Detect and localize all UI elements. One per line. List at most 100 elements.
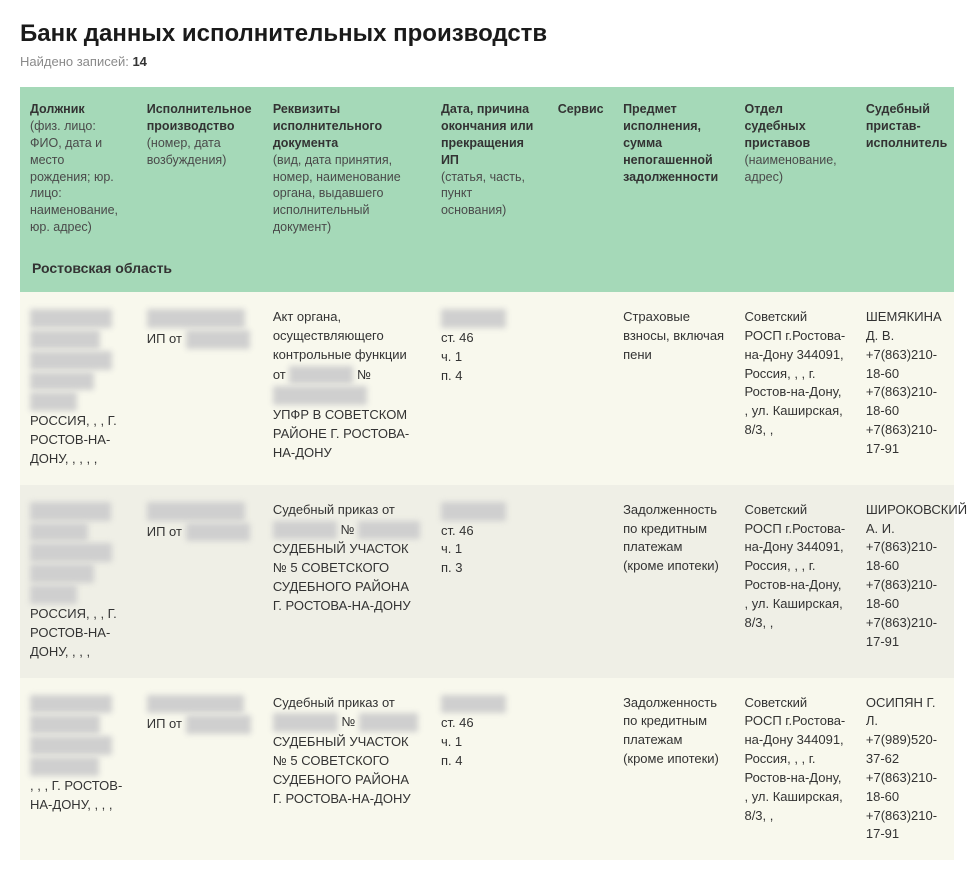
col-end: Дата, причина окончания или прекращения …	[431, 87, 548, 250]
cell-proceeding: 50849/21/61082- ИП от 02.11.2021	[137, 292, 263, 485]
redacted-text: 02.11.2021	[186, 330, 250, 349]
col-department: Отдел судебных приставов (наименование, …	[734, 87, 855, 250]
col-proceeding-main: Исполнительное производство	[147, 101, 253, 135]
end-reason-line: ч. 1	[441, 734, 462, 749]
document-issuer: УПФР В СОВЕТСКОМ РАЙОНЕ Г. РОСТОВА-НА-ДО…	[273, 407, 409, 460]
col-proceeding: Исполнительное производство (номер, дата…	[137, 87, 263, 250]
end-reason-line: п. 4	[441, 368, 463, 383]
redacted-text: АА 58/18/61082-	[147, 695, 245, 714]
redacted-text: 5-1460/16	[359, 713, 418, 732]
document-number-label: №	[342, 714, 360, 729]
bailiff-phone: +7(863)210-18-60	[866, 539, 937, 573]
redacted-text: 26.12.2016	[273, 713, 338, 732]
end-reason-line: ст. 46	[441, 330, 474, 345]
redacted-text: СЕ.06.1981	[30, 757, 99, 776]
end-reason-line: п. 3	[441, 560, 463, 575]
region-name: Ростовская область	[20, 250, 954, 292]
redacted-text: 76691/19/61082-	[147, 502, 245, 521]
found-records: Найдено записей: 14	[20, 54, 954, 69]
end-reason-line: ст. 46	[441, 715, 474, 730]
cell-department: Советский РОСП г.Ростова-на-Дону 344091,…	[734, 292, 855, 485]
redacted-text: 30.06.2016	[441, 309, 506, 328]
end-reason-line: ст. 46	[441, 523, 474, 538]
proceeding-label: ИП от	[147, 524, 186, 539]
col-service-main: Сервис	[558, 101, 603, 118]
redacted-text: 11.06.1981	[30, 372, 94, 391]
redacted-text: 16.01.2017	[441, 695, 506, 714]
cell-end: 30.06.2016 ст. 46 ч. 1 п. 4	[431, 292, 548, 485]
bailiff-phone: +7(863)210-18-60	[866, 577, 937, 611]
end-reason-line: ч. 1	[441, 349, 462, 364]
redacted-text: 344000,	[30, 392, 77, 411]
found-label: Найдено записей:	[20, 54, 129, 69]
redacted-text: 6180210021804	[273, 386, 367, 405]
proceedings-table: Должник (физ. лицо: ФИО, дата и место ро…	[20, 87, 954, 860]
debtor-address: , , , Г. РОСТОВ-НА-ДОНУ, , , ,	[30, 778, 122, 812]
col-end-sub: (статья, часть, пункт основания)	[441, 170, 525, 218]
document-issuer: СУДЕБНЫЙ УЧАСТОК № 5 СОВЕТСКОГО СУДЕБНОГ…	[273, 541, 411, 613]
redacted-text: АРШАКОВИЧ	[30, 543, 112, 562]
redacted-text: АРШАКОВИЧ	[30, 736, 112, 755]
cell-debtor: ПИТНАБЯНЦ АндраникАРШАКОВИЧ 11.06.1981 3440…	[20, 485, 137, 678]
cell-subject: Страховые взносы, включая пени	[613, 292, 734, 485]
cell-subject: Задолженность по кредитным платежам (кро…	[613, 485, 734, 678]
redacted-text: 1326/2015	[358, 521, 419, 540]
cell-service	[548, 485, 613, 678]
proceeding-label: ИП от	[147, 716, 186, 731]
cell-document: Судебный приказ от 26.12.2016 № 5-1460/1…	[263, 678, 431, 861]
cell-bailiff: ШЕМЯКИНА Д. В.+7(863)210-18-60+7(863)210…	[856, 292, 954, 485]
redacted-text: АНДРАНИК	[30, 715, 100, 734]
document-type: Судебный приказ от	[273, 695, 395, 710]
redacted-text: 11.08.2021	[289, 366, 353, 385]
redacted-text: 16.10.2018	[186, 715, 251, 734]
cell-department: Советский РОСП г.Ростова-на-Дону 344091,…	[734, 678, 855, 861]
col-end-main: Дата, причина окончания или прекращения …	[441, 101, 538, 169]
page-title: Банк данных исполнительных производств	[20, 20, 954, 48]
redacted-text: АНДРАНИК	[30, 330, 100, 349]
proceeding-label: ИП от	[147, 331, 186, 346]
redacted-text: 344001,	[30, 585, 77, 604]
document-number-label: №	[341, 522, 359, 537]
cell-service	[548, 678, 613, 861]
redacted-text: Андраник	[30, 523, 88, 542]
table-row: ПИТНАБЯНЦ АндраникАРШАКОВИЧ 11.06.1981 3440…	[20, 485, 954, 678]
cell-end: 16.01.2017ст. 46ч. 1п. 4	[431, 678, 548, 861]
bailiff-phone: +7(863)210-17-91	[866, 615, 937, 649]
bailiff-phone: +7(863)210-17-91	[866, 808, 937, 842]
bailiff-phone: +7(989)520-37-62	[866, 732, 937, 766]
bailiff-name: ШЕМЯКИНА Д. В.	[866, 309, 942, 343]
redacted-text: 05.10.2016	[441, 502, 506, 521]
cell-bailiff: ШИРОКОВСКИЙ А. И.+7(863)210-18-60+7(863)…	[856, 485, 954, 678]
col-debtor-sub: (физ. лицо: ФИО, дата и место рождения; …	[30, 119, 118, 234]
bailiff-phone: +7(863)210-18-60	[866, 770, 937, 804]
col-debtor-main: Должник	[30, 101, 127, 118]
col-department-sub: (наименование, адрес)	[744, 153, 836, 184]
table-row: ПИРНАБЯНЦАНДРАНИКАРШАКОВИЧСЕ.06.1981, , …	[20, 678, 954, 861]
table-row: ПИРНАБЯНЦАНДРАНИКАРШАКОВИЧ11.06.19813440…	[20, 292, 954, 485]
col-service: Сервис	[548, 87, 613, 250]
col-bailiff: Судебный пристав-исполнитель	[856, 87, 954, 250]
col-document-main: Реквизиты исполнительного документа	[273, 101, 421, 152]
col-subject: Предмет исполнения, сумма непогашенной з…	[613, 87, 734, 250]
cell-document: Судебный приказ от 11.05.2015 № 1326/201…	[263, 485, 431, 678]
document-type: Судебный приказ от	[273, 502, 395, 517]
col-debtor: Должник (физ. лицо: ФИО, дата и место ро…	[20, 87, 137, 250]
region-row: Ростовская область	[20, 250, 954, 292]
header-row: Должник (физ. лицо: ФИО, дата и место ро…	[20, 87, 954, 250]
redacted-text: 11.06.1981	[30, 564, 94, 583]
document-issuer: СУДЕБНЫЙ УЧАСТОК № 5 СОВЕТСКОГО СУДЕБНОГ…	[273, 734, 411, 806]
col-document: Реквизиты исполнительного документа (вид…	[263, 87, 431, 250]
bailiff-phone: +7(863)210-18-60	[866, 347, 937, 381]
cell-subject: Задолженность по кредитным платежам (кро…	[613, 678, 734, 861]
col-document-sub: (вид, дата принятия, номер, наименование…	[273, 153, 401, 235]
debtor-address: РОССИЯ, , , Г. РОСТОВ-НА-ДОНУ, , , ,	[30, 606, 117, 659]
found-count: 14	[132, 54, 146, 69]
end-reason-line: ч. 1	[441, 541, 462, 556]
cell-service	[548, 292, 613, 485]
col-proceeding-sub: (номер, дата возбуждения)	[147, 136, 227, 167]
redacted-text: ПИТНАБЯНЦ	[30, 502, 111, 521]
redacted-text: 11.05.2015	[273, 521, 337, 540]
col-bailiff-main: Судебный пристав-исполнитель	[866, 101, 944, 152]
redacted-text: ПИРНАБЯНЦ	[30, 309, 112, 328]
document-number-label: №	[357, 367, 371, 382]
